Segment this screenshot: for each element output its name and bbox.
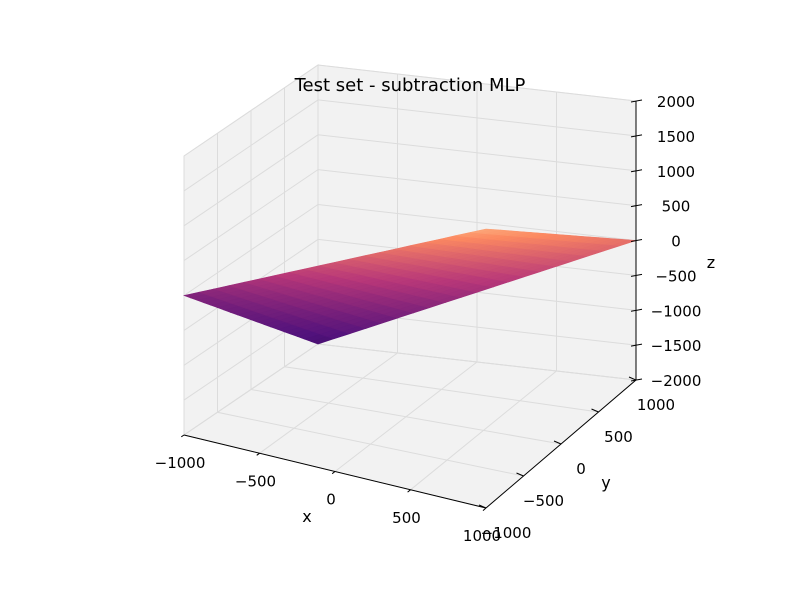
y-tick-label: −1000 [481, 524, 532, 542]
x-tick [256, 452, 260, 456]
tick-marks [181, 99, 643, 511]
y-tick-label: −500 [523, 492, 564, 510]
z-tick [630, 204, 643, 208]
x-tick-label: −500 [235, 472, 276, 490]
y-axis-label: y [601, 473, 610, 492]
y-tick [516, 472, 524, 477]
y-tick [553, 440, 562, 445]
grid-line-z [183, 203, 637, 296]
grid-line-z [183, 99, 637, 192]
z-tick-label: −1500 [651, 337, 702, 355]
x-tick [482, 507, 487, 511]
z-tick [630, 308, 643, 312]
z-tick-label: 1000 [657, 163, 695, 181]
grid-line-z [183, 134, 637, 227]
z-tick-label: −1000 [651, 302, 702, 320]
x-tick-label: 500 [392, 509, 421, 527]
z-tick [630, 378, 643, 382]
z-tick [630, 239, 643, 242]
z-tick-label: −500 [655, 267, 696, 285]
x-axis-label: x [302, 507, 311, 526]
grid-line-z [183, 169, 637, 262]
z-tick-label: −2000 [651, 372, 702, 390]
z-axis-label: z [707, 253, 715, 272]
x-tick [331, 471, 336, 475]
y-tick [628, 376, 637, 381]
x-tick [407, 489, 411, 493]
y-tick [591, 408, 599, 413]
grid-line-z [183, 64, 637, 157]
z-tick-label: 500 [662, 198, 691, 216]
z-tick [630, 134, 643, 138]
z-tick [630, 99, 643, 103]
z-tick-label: 1500 [657, 128, 695, 146]
z-tick-label: 2000 [657, 93, 695, 111]
z-tick [630, 273, 643, 277]
surface-plot [182, 228, 637, 345]
z-tick [630, 343, 643, 347]
chart-title: Test set - subtraction MLP [294, 75, 526, 96]
x-tick-label: 1000 [463, 527, 501, 545]
y-tick-label: 0 [576, 460, 586, 478]
y-tick-label: 1000 [637, 396, 675, 414]
tick-labels: −1000−50005001000−1000−50005001000−2000−… [155, 93, 702, 545]
y-tick-label: 500 [604, 428, 633, 446]
y-tick [478, 504, 487, 509]
x-tick-label: 0 [326, 491, 336, 509]
x-tick [181, 434, 185, 438]
x-tick-label: −1000 [155, 454, 206, 472]
z-tick-label: 0 [671, 233, 681, 251]
z-tick [630, 169, 643, 173]
